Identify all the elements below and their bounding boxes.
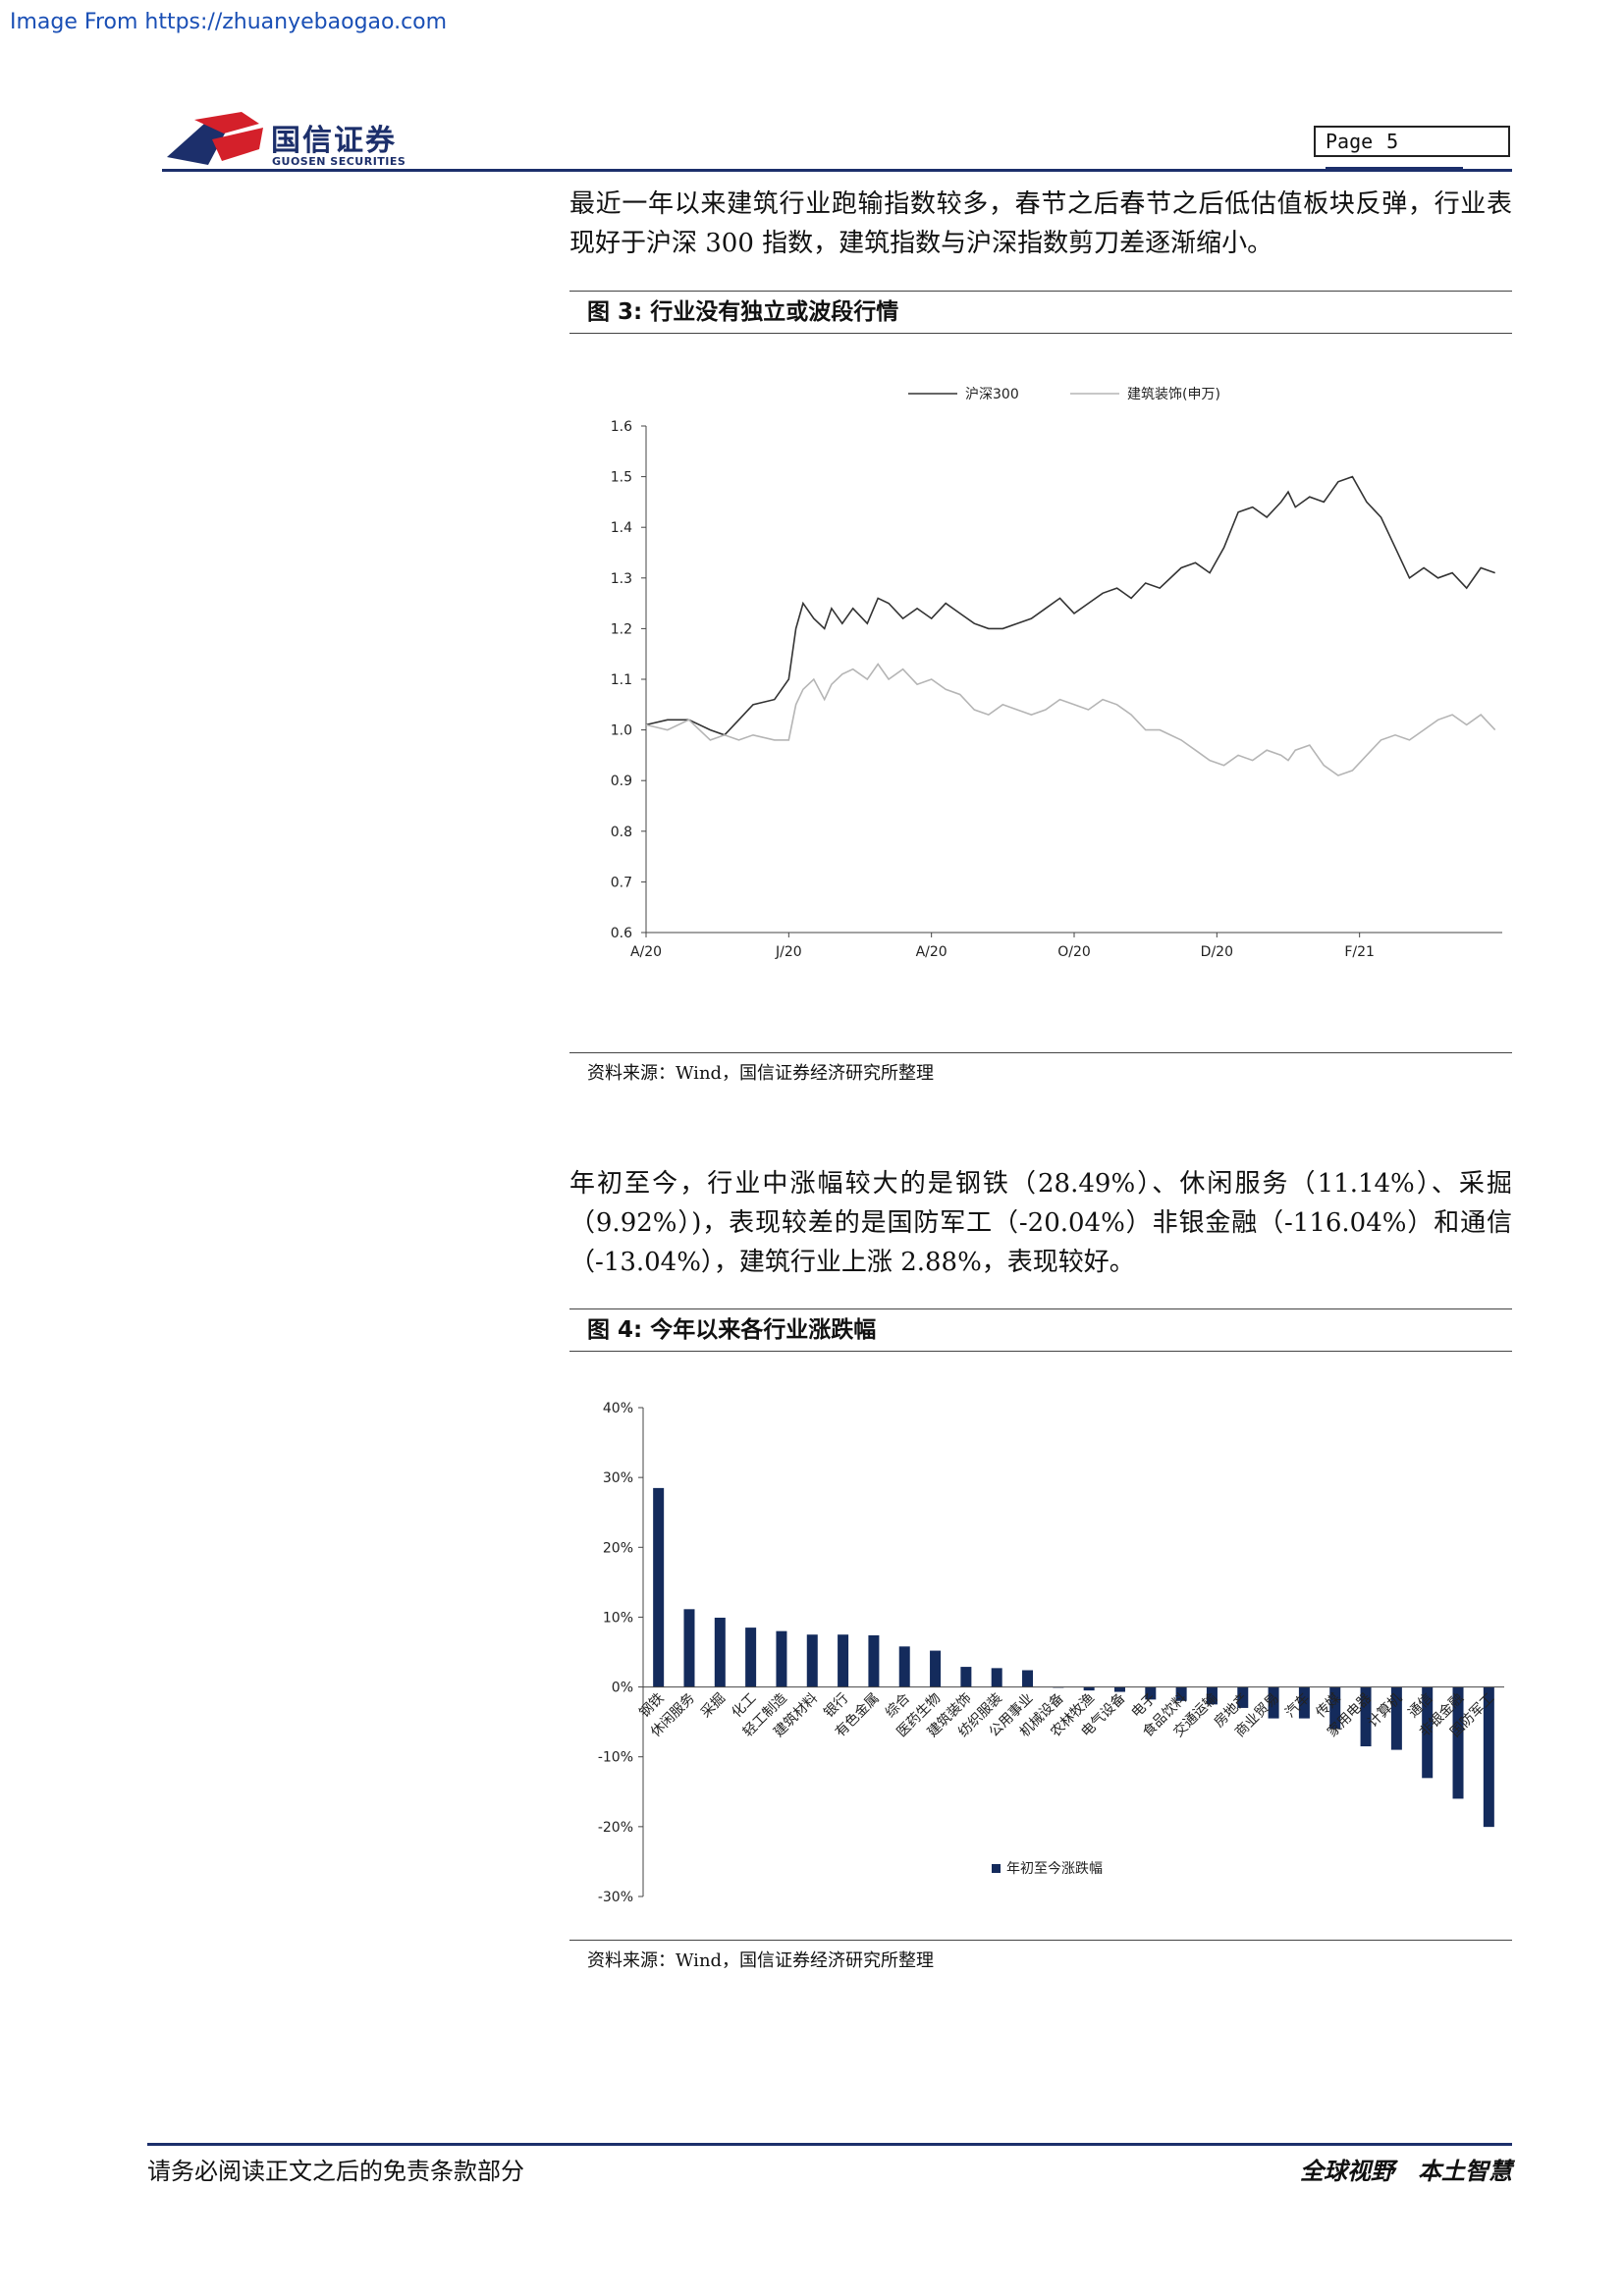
bar — [868, 1634, 880, 1687]
figure-3-title: 图 3: 行业没有独立或波段行情 — [569, 291, 1512, 334]
y-tick-label: 1.6 — [611, 419, 632, 435]
y-tick-label: 1.0 — [611, 723, 632, 739]
y-tick-label: 0.8 — [611, 825, 632, 840]
bar — [714, 1617, 726, 1687]
bar — [1452, 1686, 1464, 1799]
legend-swatch — [992, 1864, 1001, 1873]
bar — [1268, 1686, 1279, 1719]
bar — [991, 1668, 1002, 1687]
y-tick-label: -30% — [598, 1890, 633, 1905]
bar — [1113, 1686, 1125, 1692]
series-line-0 — [645, 475, 1495, 736]
y-tick-label: 0.7 — [611, 875, 632, 890]
footer-disclaimer: 请务必阅读正文之后的免责条款部分 — [147, 2158, 524, 2185]
bar — [1237, 1686, 1249, 1708]
x-tick-label: A/20 — [916, 944, 947, 960]
legend-label-0: 沪深300 — [965, 387, 1019, 402]
bar — [1422, 1686, 1434, 1779]
paragraph-1: 最近一年以来建筑行业跑输指数较多，春节之后春节之后低估值板块反弹，行业表现好于沪… — [569, 189, 1512, 258]
bar — [806, 1634, 818, 1687]
bar — [1175, 1686, 1187, 1701]
legend-label: 年初至今涨跌幅 — [1006, 1860, 1103, 1877]
bar — [1483, 1686, 1494, 1828]
y-tick-label: 1.1 — [611, 672, 632, 688]
y-tick-label: 20% — [603, 1540, 633, 1556]
y-tick-label: 0.9 — [611, 774, 632, 789]
bar — [1360, 1686, 1372, 1747]
bar — [683, 1609, 695, 1687]
bar — [653, 1487, 665, 1687]
bar — [960, 1667, 972, 1687]
paragraph-2: 年初至今，行业中涨幅较大的是钢铁（28.49%）、休闲服务（11.14%）、采掘… — [569, 1169, 1512, 1277]
legend-label-1: 建筑装饰(申万) — [1127, 387, 1220, 402]
y-tick-label: 0% — [612, 1681, 633, 1696]
footer-rule — [147, 2143, 1512, 2146]
line-chart: 1.6 1.5 1.4 1.3 1.2 1.1 1.0 0.9 0.8 0.7 0.6 A/20 J/2… — [611, 387, 1502, 960]
y-tick-label: 1.4 — [611, 520, 632, 536]
y-tick-label: 0.6 — [611, 926, 632, 941]
bar — [1390, 1686, 1402, 1750]
page-number: 5 — [1386, 130, 1399, 153]
bar — [776, 1630, 787, 1687]
bar — [1298, 1686, 1310, 1719]
y-tick-label: -20% — [598, 1820, 633, 1836]
figure-4-source: 资料来源：Wind，国信证券经济研究所整理 — [569, 1940, 1512, 1972]
bar — [1329, 1686, 1341, 1730]
page-label: Page — [1326, 130, 1374, 153]
y-tick-label: 1.3 — [611, 571, 632, 587]
x-tick-label: O/20 — [1057, 944, 1091, 960]
x-tick-label: J/20 — [775, 944, 802, 960]
y-tick-label: 1.5 — [611, 470, 632, 486]
series-line-1 — [645, 663, 1496, 776]
y-tick-label: 10% — [603, 1610, 633, 1626]
bar — [838, 1634, 849, 1687]
bar — [898, 1646, 910, 1687]
x-tick-label: F/21 — [1344, 944, 1375, 960]
bar — [1022, 1670, 1034, 1687]
logo-chinese-name: 国信证券 — [271, 124, 397, 158]
page-indicator: Page 5 — [1314, 126, 1510, 157]
y-tick-label: -10% — [598, 1750, 633, 1766]
figure-3-label: 图 3: — [587, 299, 643, 325]
page-underline — [1326, 167, 1463, 170]
category-label: 采掘 — [698, 1690, 729, 1721]
y-tick-label: 1.2 — [611, 621, 632, 637]
header-rule — [162, 169, 1512, 172]
figure-4-title: 图 4: 今年以来各行业涨跌幅 — [569, 1308, 1512, 1352]
figure-4-title-text: 今年以来各行业涨跌幅 — [650, 1316, 877, 1343]
footer-slogan: 全球视野 本土智慧 — [1300, 2157, 1512, 2185]
x-tick-label: D/20 — [1201, 944, 1233, 960]
figure-3-title-text: 行业没有独立或波段行情 — [650, 298, 899, 325]
watermark-text: Image From https://zhuanyebaogao.com — [10, 10, 448, 34]
y-tick-label: 40% — [603, 1401, 633, 1416]
y-tick-label: 30% — [603, 1470, 633, 1486]
guosen-logo-icon — [167, 112, 263, 165]
x-tick-label: A/20 — [630, 944, 662, 960]
logo-english-name: GUOSEN SECURITIES — [272, 155, 406, 168]
bar — [1206, 1686, 1218, 1705]
figure-4-label: 图 4: — [587, 1317, 643, 1343]
bar — [1145, 1686, 1157, 1700]
bar — [1083, 1686, 1095, 1691]
bar — [745, 1628, 757, 1687]
bar — [930, 1650, 942, 1687]
figure-3-source: 资料来源：Wind，国信证券经济研究所整理 — [569, 1052, 1512, 1085]
